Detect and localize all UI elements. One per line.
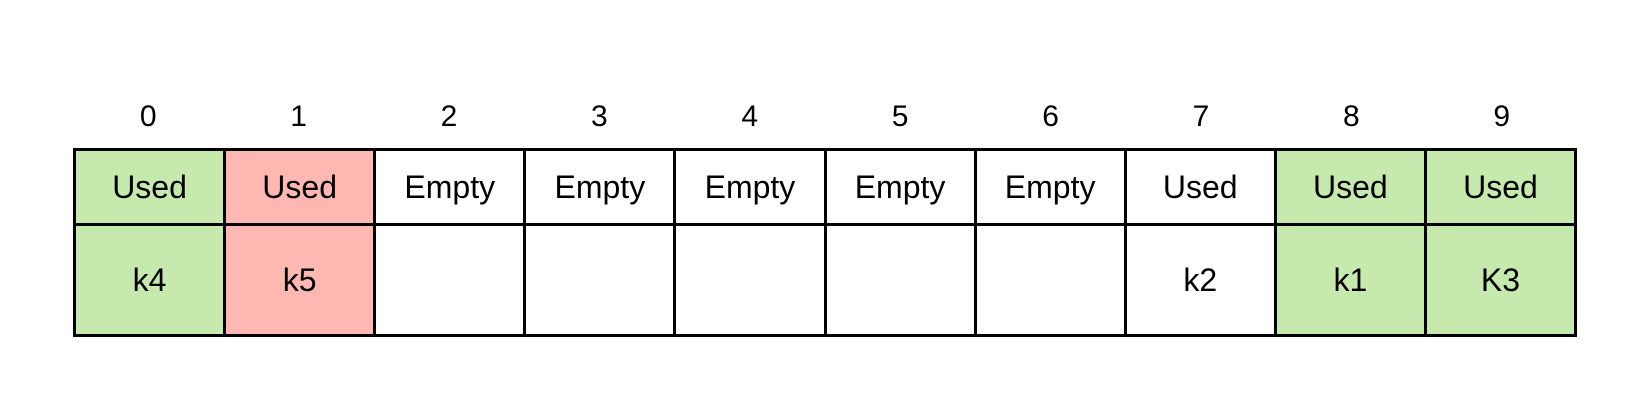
key-cell bbox=[526, 226, 677, 337]
key-cell: k4 bbox=[76, 226, 227, 337]
status-cell: Empty bbox=[826, 151, 977, 226]
slot-index: 5 bbox=[891, 100, 909, 133]
slot-index: 0 bbox=[139, 100, 157, 133]
status-cell: Empty bbox=[676, 151, 827, 226]
index-row: 0 1 2 3 4 5 6 7 8 9 bbox=[73, 86, 1577, 148]
status-cell: Empty bbox=[376, 151, 527, 226]
hash-table-diagram: 0 1 2 3 4 5 6 7 8 9 Used Used Empty Empt… bbox=[73, 86, 1577, 337]
status-cell: Empty bbox=[976, 151, 1127, 226]
key-cell: K3 bbox=[1426, 226, 1577, 337]
slot-index: 8 bbox=[1342, 100, 1360, 133]
hash-table: Used Used Empty Empty Empty Empty Empty … bbox=[73, 148, 1577, 337]
key-cell bbox=[376, 226, 527, 337]
slot-index: 4 bbox=[741, 100, 759, 133]
status-cell: Used bbox=[1126, 151, 1277, 226]
slot-index: 3 bbox=[591, 100, 608, 133]
key-cell bbox=[826, 226, 977, 337]
slot-index: 7 bbox=[1192, 100, 1210, 133]
slot-index: 1 bbox=[290, 100, 307, 133]
status-cell: Used bbox=[1426, 151, 1577, 226]
slot-index: 6 bbox=[1042, 100, 1059, 133]
status-cell: Used bbox=[1276, 151, 1427, 226]
slot-index: 9 bbox=[1493, 100, 1511, 133]
key-cell: k2 bbox=[1126, 226, 1277, 337]
slot-index: 2 bbox=[440, 100, 458, 133]
status-cell: Used bbox=[76, 151, 227, 226]
status-cell: Empty bbox=[526, 151, 677, 226]
key-cell: k1 bbox=[1276, 226, 1427, 337]
key-cell bbox=[676, 226, 827, 337]
key-cell: k5 bbox=[226, 226, 377, 337]
status-cell: Used bbox=[226, 151, 377, 226]
key-cell bbox=[976, 226, 1127, 337]
